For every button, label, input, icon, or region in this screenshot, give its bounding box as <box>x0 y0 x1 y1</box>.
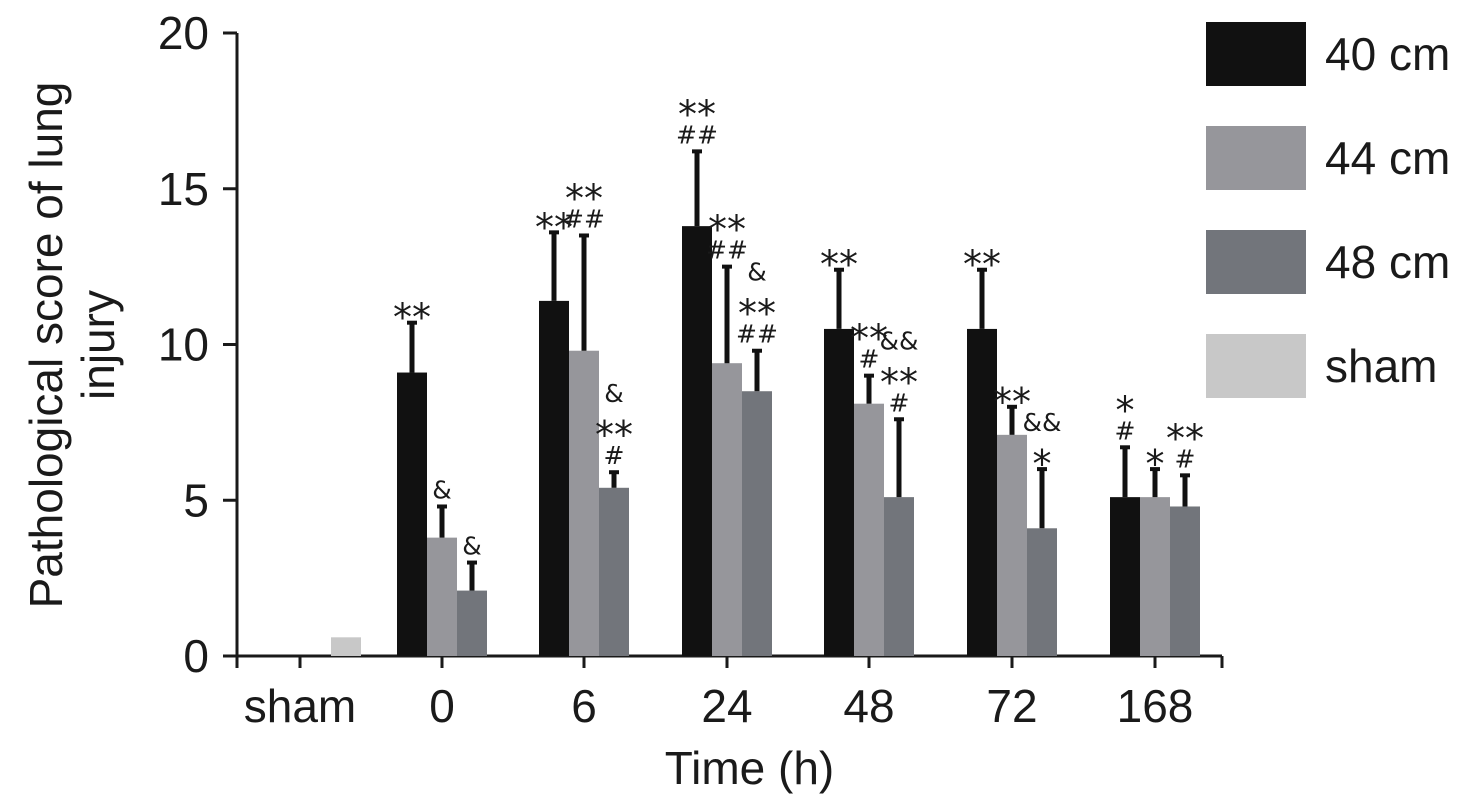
annotation-40-cm-24-0: ** <box>678 92 716 136</box>
annotation-48-cm-168-1: # <box>1175 444 1196 473</box>
legend-swatch-44-cm <box>1206 126 1306 190</box>
annotation-40-cm-72-0: ** <box>963 243 1001 287</box>
x-tick-label-48: 48 <box>843 680 894 732</box>
annotation-44-cm-48-1: # <box>859 345 880 374</box>
x-axis-title: Time (h) <box>665 742 835 794</box>
bar-44-cm-72 <box>997 434 1027 656</box>
legend-swatch-48-cm <box>1206 230 1306 294</box>
bar-44-cm-24 <box>712 363 742 656</box>
annotation-48-cm-6-2: # <box>604 441 625 470</box>
error-bars <box>407 149 1190 591</box>
x-tick-label-6: 6 <box>571 680 597 732</box>
annotation-48-cm-48-1: ** <box>880 360 918 404</box>
x-tick-label-72: 72 <box>986 680 1037 732</box>
annotation-44-cm-24-1: ## <box>706 236 748 265</box>
annotation-44-cm-168-0: * <box>1146 442 1165 486</box>
axes: 0 5 10 15 20 sham 0 6 24 48 72 168 <box>158 7 1224 732</box>
annotation-44-cm-0-0: & <box>432 475 452 504</box>
x-ticks: sham 0 6 24 48 72 168 <box>235 656 1224 732</box>
bar-48-cm-168 <box>1170 506 1200 656</box>
y-tick-label-20: 20 <box>158 7 209 59</box>
annotation-44-cm-6-1: ## <box>563 204 605 233</box>
bar-40-cm-72 <box>967 328 997 656</box>
bar-40-cm-0 <box>397 372 427 656</box>
legend-swatch-40-cm <box>1206 22 1306 86</box>
bar-40-cm-48 <box>824 328 854 656</box>
bar-44-cm-0 <box>427 537 457 656</box>
annotation-48-cm-24-1: ** <box>738 292 776 336</box>
y-tick-label-10: 10 <box>158 319 209 371</box>
annotation-40-cm-48-0: ** <box>820 243 858 287</box>
annotation-40-cm-6-0: ** <box>535 205 573 249</box>
bar-48-cm-48 <box>884 497 914 656</box>
annotation-48-cm-0-0: & <box>462 532 482 561</box>
y-axis-title: Pathological score of lunginjury <box>20 82 124 609</box>
bar-48-cm-0 <box>457 590 487 656</box>
annotation-40-cm-168-0: * <box>1116 388 1135 432</box>
y-tick-label-0: 0 <box>183 630 209 682</box>
annotation-48-cm-72-0: && <box>1023 408 1062 437</box>
y-tick-label-15: 15 <box>158 163 209 215</box>
legend-swatch-sham <box>1206 334 1306 398</box>
annotation-44-cm-48-0: ** <box>850 317 888 361</box>
annotation-40-cm-168-1: # <box>1115 416 1136 445</box>
annotation-48-cm-24-0: & <box>747 258 767 287</box>
bar-48-cm-6 <box>599 487 629 656</box>
annotation-44-cm-72-0: ** <box>993 380 1031 424</box>
legend: 40 cm 44 cm 48 cm sham <box>1206 22 1450 398</box>
legend-label-sham: sham <box>1325 340 1437 392</box>
bar-40-cm-6 <box>539 300 569 656</box>
annotation-40-cm-0-0: ** <box>393 296 431 340</box>
significance-annotations: ****##**** **#*&##**##**#*****&#**&##**&#… <box>393 92 1204 560</box>
x-tick-label-24: 24 <box>701 680 752 732</box>
bar-44-cm-48 <box>854 403 884 656</box>
bar-44-cm-168 <box>1140 497 1170 656</box>
annotation-48-cm-48-2: # <box>889 388 910 417</box>
annotation-48-cm-6-0: & <box>604 379 624 408</box>
annotation-48-cm-168-0: ** <box>1166 416 1204 460</box>
x-tick-label-168: 168 <box>1117 680 1194 732</box>
annotation-44-cm-6-0: ** <box>565 176 603 220</box>
annotation-48-cm-6-1: ** <box>595 413 633 457</box>
x-tick-label-0: 0 <box>429 680 455 732</box>
annotation-48-cm-24-2: ## <box>736 320 778 349</box>
bar-sham-sham <box>331 637 361 656</box>
bars <box>331 226 1200 656</box>
legend-label-40-cm: 40 cm <box>1325 28 1450 80</box>
bar-48-cm-24 <box>742 391 772 656</box>
x-tick-label-sham: sham <box>244 680 356 732</box>
legend-label-48-cm: 48 cm <box>1325 236 1450 288</box>
annotation-44-cm-24-0: ** <box>708 208 746 252</box>
y-tick-label-5: 5 <box>183 474 209 526</box>
bar-40-cm-168 <box>1110 497 1140 656</box>
y-ticks: 0 5 10 15 20 <box>158 7 237 682</box>
legend-label-44-cm: 44 cm <box>1325 132 1450 184</box>
annotation-40-cm-24-1: ## <box>676 120 718 149</box>
bar-48-cm-72 <box>1027 528 1057 656</box>
annotation-48-cm-72-1: * <box>1033 442 1052 486</box>
bar-44-cm-6 <box>569 350 599 656</box>
annotation-48-cm-48-0: && <box>880 326 919 355</box>
bar-40-cm-24 <box>682 226 712 656</box>
